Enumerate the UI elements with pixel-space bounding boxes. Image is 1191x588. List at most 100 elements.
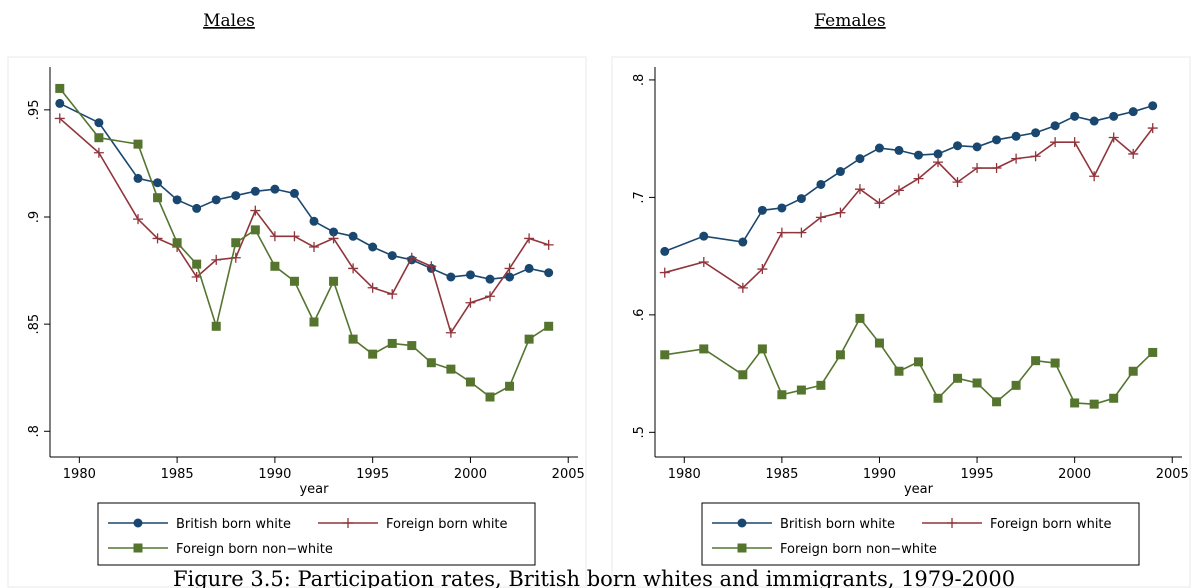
marker bbox=[465, 297, 476, 308]
panel: Males .8 .85 .9 .95 1980 1985 1990 1995 2000 2005 y… bbox=[7, 11, 587, 588]
marker bbox=[1128, 107, 1138, 117]
marker bbox=[796, 227, 807, 238]
marker bbox=[972, 378, 982, 388]
marker bbox=[1147, 123, 1158, 134]
panel-title: Males bbox=[203, 11, 255, 31]
marker bbox=[289, 276, 299, 286]
marker bbox=[133, 518, 143, 528]
y-tick-label: .7 bbox=[632, 191, 647, 203]
marker bbox=[152, 233, 163, 244]
marker bbox=[947, 518, 957, 528]
marker bbox=[211, 254, 222, 265]
marker bbox=[1089, 399, 1099, 409]
marker bbox=[94, 118, 104, 128]
y-tick-label: .85 bbox=[27, 314, 42, 335]
marker bbox=[816, 380, 826, 390]
x-tick-label: 1995 bbox=[961, 467, 994, 482]
marker bbox=[133, 543, 143, 553]
marker bbox=[426, 358, 436, 368]
marker bbox=[328, 233, 339, 244]
marker bbox=[854, 184, 865, 195]
marker bbox=[972, 142, 982, 152]
series-line bbox=[664, 127, 1154, 289]
x-tick-label: 1985 bbox=[765, 467, 798, 482]
x-axis-label: year bbox=[299, 482, 329, 497]
marker bbox=[893, 185, 904, 196]
marker bbox=[504, 263, 515, 274]
marker bbox=[1128, 148, 1139, 159]
legend-box bbox=[97, 502, 536, 566]
marker bbox=[231, 191, 241, 201]
y-tick-label: .6 bbox=[632, 309, 647, 321]
marker bbox=[660, 246, 670, 256]
x-tick-label: 1980 bbox=[668, 467, 701, 482]
marker bbox=[972, 163, 983, 174]
marker bbox=[387, 251, 397, 261]
marker bbox=[348, 231, 358, 241]
caption: Figure 3.5: Participation rates, British… bbox=[173, 567, 1015, 588]
marker bbox=[211, 321, 221, 331]
marker bbox=[543, 239, 554, 250]
legend-label: Foreign born white bbox=[386, 517, 508, 532]
marker bbox=[55, 83, 65, 93]
marker bbox=[776, 227, 787, 238]
marker bbox=[1030, 151, 1041, 162]
marker bbox=[55, 98, 65, 108]
marker bbox=[757, 344, 767, 354]
marker bbox=[992, 397, 1002, 407]
marker bbox=[524, 233, 535, 244]
marker bbox=[368, 242, 378, 252]
marker bbox=[796, 194, 806, 204]
marker bbox=[387, 289, 398, 300]
marker bbox=[1070, 398, 1080, 408]
marker bbox=[270, 184, 280, 194]
marker bbox=[815, 212, 826, 223]
marker bbox=[738, 370, 748, 380]
marker bbox=[698, 257, 709, 267]
marker bbox=[1069, 137, 1080, 148]
marker bbox=[933, 149, 943, 159]
marker bbox=[153, 193, 163, 203]
marker bbox=[172, 238, 182, 248]
marker bbox=[894, 145, 904, 155]
marker bbox=[1128, 366, 1138, 376]
legend-label: Foreign born non−white bbox=[780, 542, 937, 557]
marker bbox=[387, 338, 397, 348]
marker bbox=[757, 264, 768, 275]
marker bbox=[153, 178, 163, 188]
marker bbox=[329, 276, 339, 286]
marker bbox=[699, 231, 709, 241]
marker bbox=[737, 282, 748, 293]
marker bbox=[172, 195, 182, 205]
y-tick-label: .9 bbox=[27, 211, 42, 223]
marker bbox=[446, 364, 456, 374]
marker bbox=[407, 341, 417, 351]
marker bbox=[367, 282, 378, 293]
x-tick-label: 1985 bbox=[161, 467, 194, 482]
marker bbox=[659, 267, 670, 278]
marker bbox=[1108, 132, 1119, 143]
marker bbox=[289, 231, 300, 242]
x-tick-label: 1990 bbox=[863, 467, 896, 482]
marker bbox=[524, 263, 534, 273]
marker bbox=[485, 274, 495, 284]
marker bbox=[1011, 380, 1021, 390]
marker bbox=[738, 237, 748, 247]
marker bbox=[699, 344, 709, 354]
marker bbox=[874, 143, 884, 153]
marker bbox=[465, 270, 475, 280]
marker bbox=[1050, 137, 1061, 148]
marker bbox=[1031, 356, 1041, 366]
marker bbox=[835, 207, 846, 218]
marker bbox=[914, 150, 923, 160]
marker bbox=[133, 139, 143, 149]
marker bbox=[991, 163, 1002, 174]
marker bbox=[368, 349, 378, 359]
marker bbox=[1148, 101, 1158, 111]
legend-box bbox=[701, 502, 1140, 566]
marker bbox=[309, 216, 319, 226]
marker bbox=[952, 177, 963, 188]
marker bbox=[309, 242, 319, 252]
marker bbox=[465, 377, 475, 387]
